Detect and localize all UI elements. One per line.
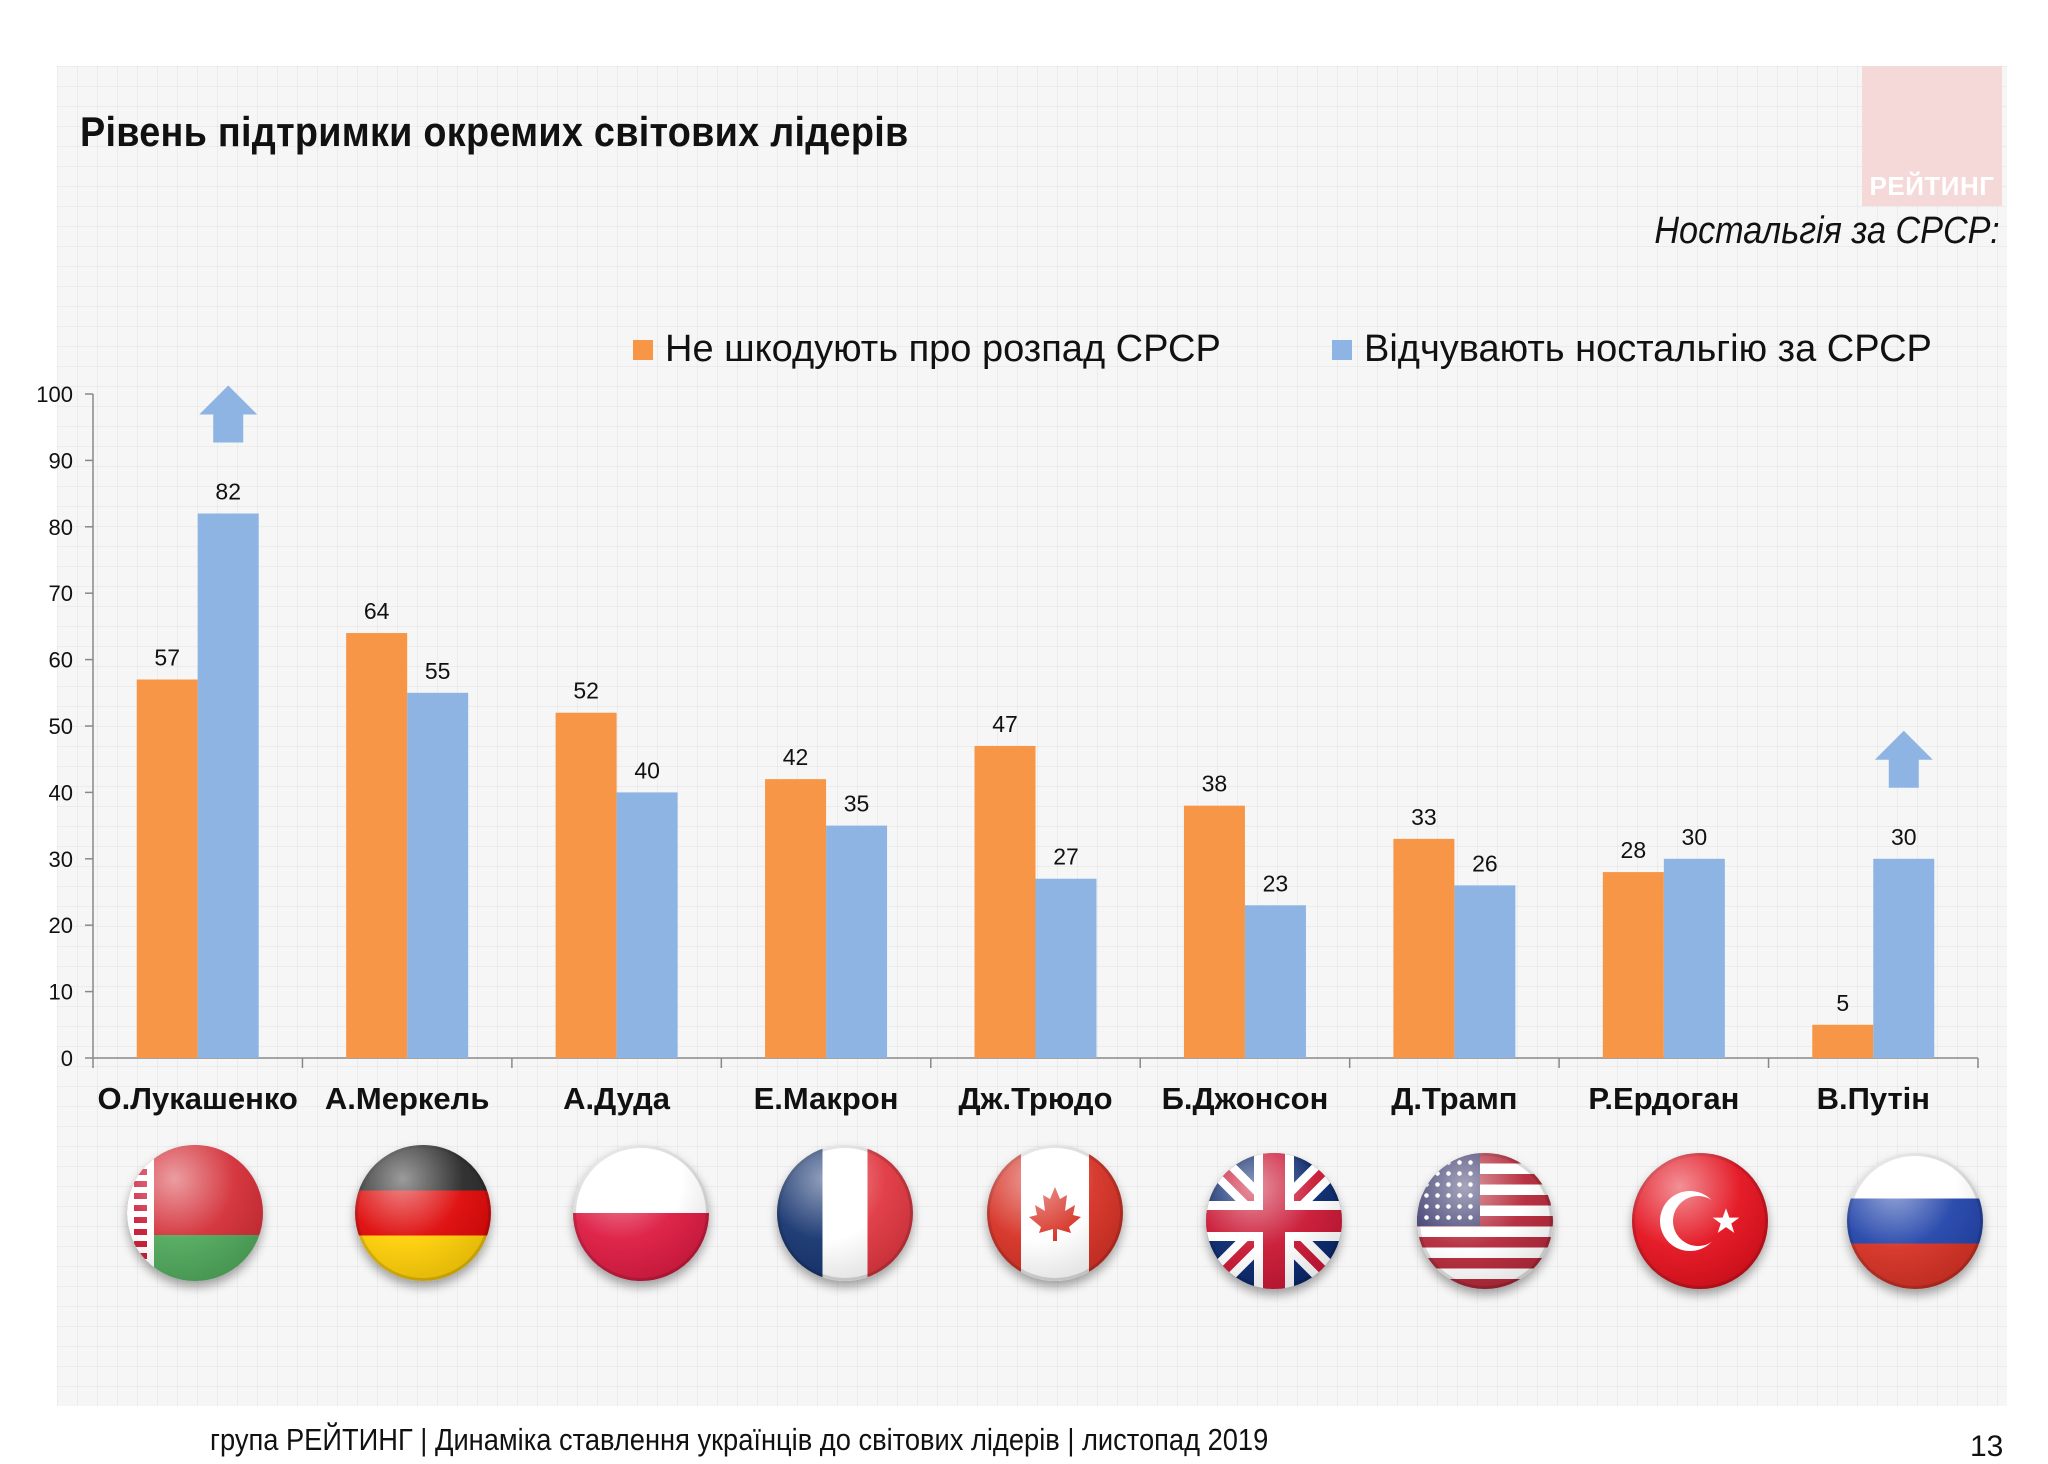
data-label: 33 bbox=[1411, 804, 1437, 830]
y-tick-label: 10 bbox=[49, 980, 73, 1005]
data-label: 64 bbox=[364, 598, 390, 624]
y-tick-label: 60 bbox=[49, 648, 73, 673]
category-label: Е.Макрон bbox=[754, 1081, 899, 1116]
legend-item-orange: Не шкодують про розпад СРСР bbox=[633, 328, 1221, 371]
union-jack-icon bbox=[1206, 1153, 1342, 1289]
bar-blue bbox=[407, 692, 469, 1058]
bar-orange bbox=[136, 679, 198, 1058]
data-label: 38 bbox=[1202, 771, 1228, 797]
bar-blue bbox=[197, 513, 259, 1058]
bar-orange bbox=[974, 745, 1036, 1058]
rating-logo: РЕЙТИНГ bbox=[1862, 66, 2002, 206]
nostalgia-subtitle: Ностальгія за СРСР: bbox=[1654, 210, 2000, 252]
category-label: Р.Ердоган bbox=[1588, 1081, 1739, 1116]
data-label: 82 bbox=[215, 479, 241, 505]
data-label: 5 bbox=[1836, 990, 1849, 1016]
page-number: 13 bbox=[1970, 1430, 2004, 1463]
bar-blue bbox=[1244, 905, 1306, 1058]
category-label: Д.Трамп bbox=[1391, 1081, 1517, 1116]
y-tick-label: 0 bbox=[61, 1046, 73, 1071]
data-label: 23 bbox=[1263, 870, 1289, 896]
data-label: 42 bbox=[783, 744, 809, 770]
bar-blue bbox=[1454, 885, 1516, 1058]
y-tick-label: 20 bbox=[49, 913, 73, 938]
bar-blue bbox=[616, 792, 678, 1058]
data-label: 30 bbox=[1891, 824, 1917, 850]
legend-swatch-blue bbox=[1332, 339, 1352, 360]
flag-usa-icon bbox=[1417, 1153, 1553, 1289]
bar-orange bbox=[1602, 872, 1664, 1058]
flag-poland-icon bbox=[573, 1145, 709, 1281]
data-label: 57 bbox=[154, 645, 180, 671]
data-label: 26 bbox=[1472, 850, 1498, 876]
category-label: О.Лукашенко bbox=[98, 1081, 298, 1116]
bar-orange bbox=[1812, 1024, 1874, 1058]
logo-text: РЕЙТИНГ bbox=[1869, 171, 1995, 201]
maple-leaf-icon bbox=[1029, 1187, 1081, 1241]
y-tick-label: 70 bbox=[49, 581, 73, 606]
star-icon bbox=[1712, 1208, 1740, 1233]
flag-turkey-icon bbox=[1632, 1153, 1768, 1289]
bar-blue bbox=[1663, 858, 1725, 1058]
bar-orange bbox=[555, 712, 617, 1058]
legend-label-blue: Відчувають ностальгію за СРСР bbox=[1364, 328, 1932, 370]
footer-text: група РЕЙТИНГ | Динаміка ставлення украї… bbox=[210, 1422, 1269, 1457]
bar-orange bbox=[1183, 805, 1245, 1058]
category-label: Б.Джонсон bbox=[1162, 1081, 1329, 1116]
category-label: А.Меркель bbox=[325, 1081, 490, 1116]
data-label: 52 bbox=[573, 678, 599, 704]
bar-blue bbox=[1873, 858, 1935, 1058]
y-tick-label: 100 bbox=[36, 382, 73, 407]
bar-orange bbox=[1393, 838, 1455, 1058]
y-tick-label: 50 bbox=[49, 714, 73, 739]
data-label: 30 bbox=[1682, 824, 1708, 850]
data-label: 28 bbox=[1621, 837, 1647, 863]
flag-belarus-icon bbox=[127, 1145, 263, 1281]
bar-orange bbox=[346, 633, 408, 1058]
legend-swatch-orange bbox=[633, 339, 653, 360]
y-tick-label: 30 bbox=[49, 847, 73, 872]
data-label: 27 bbox=[1053, 844, 1079, 870]
up-arrow-icon bbox=[1874, 730, 1933, 788]
bar-orange bbox=[765, 779, 827, 1058]
flag-germany-icon bbox=[355, 1145, 491, 1281]
category-label: Дж.Трюдо bbox=[958, 1081, 1112, 1116]
legend-label-orange: Не шкодують про розпад СРСР bbox=[665, 328, 1221, 370]
flag-france-icon bbox=[777, 1145, 913, 1281]
y-tick-label: 40 bbox=[49, 780, 73, 805]
category-label: А.Дуда bbox=[563, 1081, 671, 1116]
slide-title: Рівень підтримки окремих світових лідері… bbox=[80, 108, 909, 155]
data-label: 55 bbox=[425, 658, 451, 684]
data-label: 40 bbox=[634, 757, 660, 783]
y-tick-label: 80 bbox=[49, 515, 73, 540]
flag-uk-icon bbox=[1206, 1153, 1342, 1289]
usa-stars bbox=[1421, 1157, 1475, 1221]
flag-canada-icon bbox=[987, 1145, 1123, 1281]
y-tick-label: 90 bbox=[49, 448, 73, 473]
bar-blue bbox=[1035, 878, 1097, 1058]
category-label: В.Путін bbox=[1817, 1081, 1930, 1116]
data-label: 35 bbox=[844, 791, 870, 817]
bar-blue bbox=[826, 825, 888, 1058]
flag-russia-icon bbox=[1847, 1153, 1983, 1289]
up-arrow-icon bbox=[199, 385, 258, 443]
legend-item-blue: Відчувають ностальгію за СРСР bbox=[1332, 328, 1932, 371]
data-label: 47 bbox=[992, 711, 1018, 737]
